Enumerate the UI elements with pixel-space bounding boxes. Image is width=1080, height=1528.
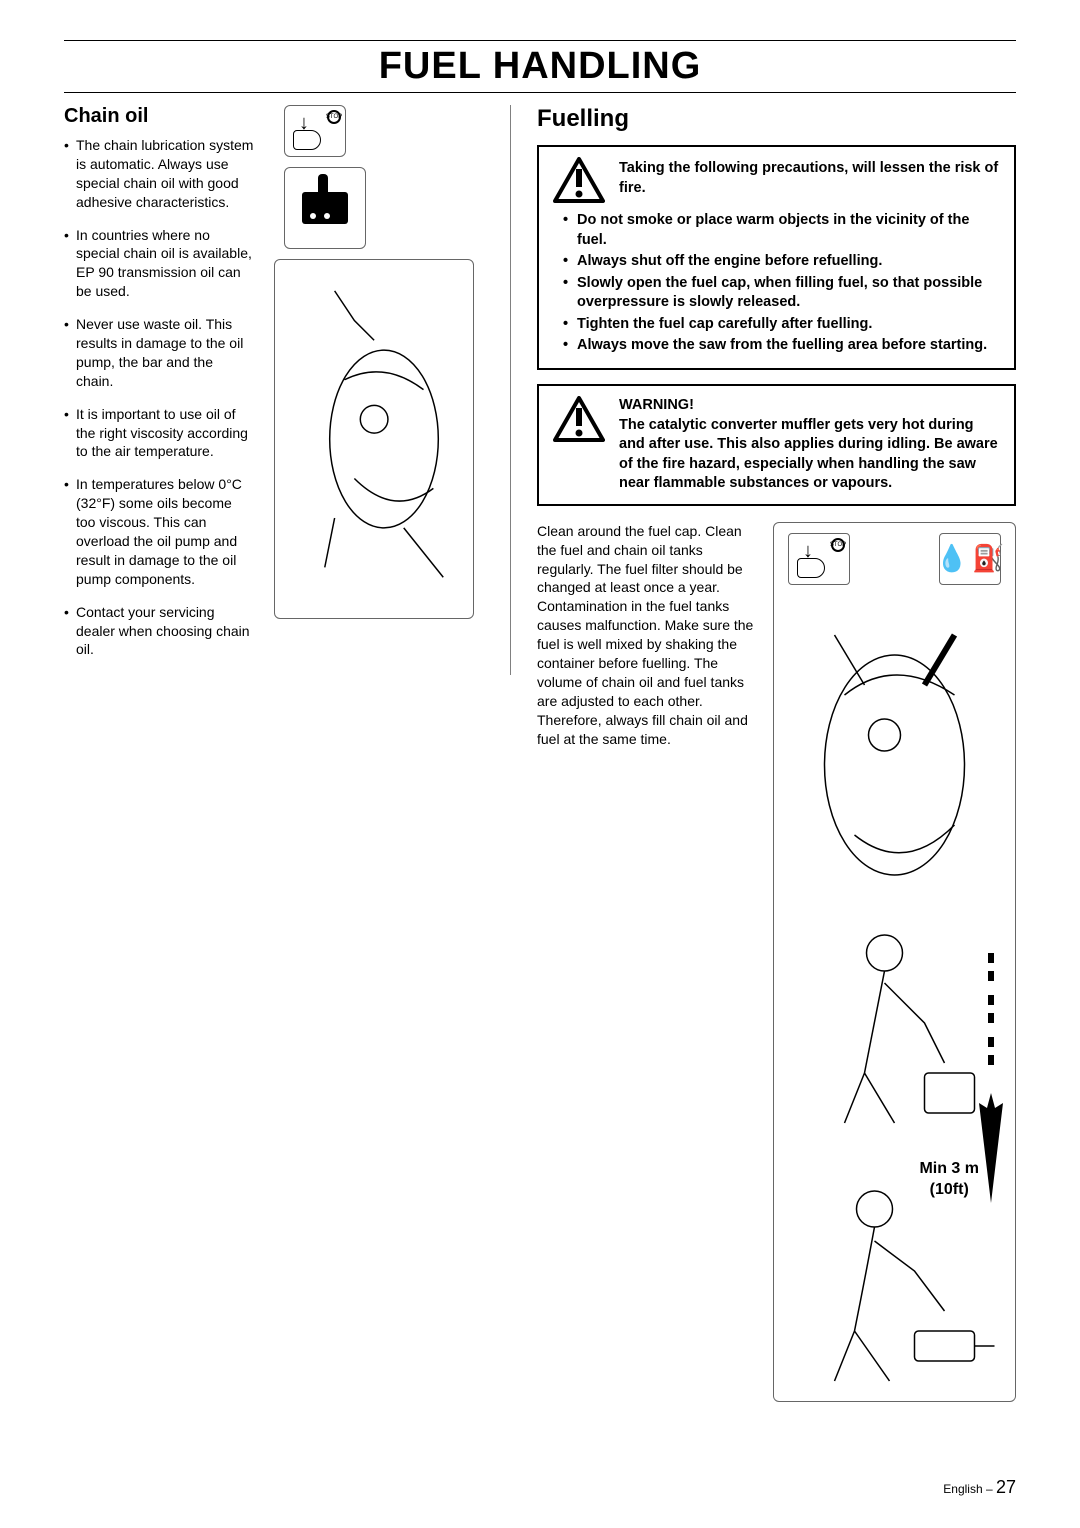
fuelling-paragraph: Clean around the fuel cap. Clean the fue… (537, 522, 757, 1402)
person-starting-illustration (782, 1181, 1007, 1391)
fuel-pump-icon-box: 💧⛽ (939, 533, 1001, 585)
fire-precautions-box: Taking the following precautions, will l… (537, 145, 1016, 370)
warning-text: WARNING! The catalytic converter muffler… (619, 396, 1000, 494)
page-footer: English – 27 (943, 1477, 1016, 1498)
footer-language: English (943, 1482, 982, 1496)
chainsaw-sketch-icon (305, 280, 463, 598)
list-item: Do not smoke or place warm objects in th… (563, 211, 1000, 250)
footer-sep: – (983, 1482, 996, 1496)
chain-oil-heading: Chain oil (64, 105, 254, 128)
top-rule (64, 40, 1016, 41)
list-item: The chain lubrication system is automati… (64, 136, 254, 212)
oil-can-icon-box (284, 167, 366, 249)
title-rule (64, 92, 1016, 93)
oil-can-icon (302, 192, 348, 224)
stop-icon: STOP (831, 538, 845, 552)
list-item: Tighten the fuel cap carefully after fue… (563, 315, 1000, 335)
chainsaw-fill-illustration (782, 595, 1007, 905)
chain-oil-list: The chain lubrication system is automati… (64, 136, 254, 659)
mid-column: STOP ↓ (274, 105, 484, 1402)
stop-icon: STOP (327, 110, 341, 124)
hand-icon (797, 558, 825, 578)
person-fuelling-illustration (782, 923, 1007, 1143)
list-item: In countries where no special chain oil … (64, 226, 254, 302)
precautions-list: Do not smoke or place warm objects in th… (553, 211, 1000, 356)
stop-hand-icon-box: STOP ↓ (284, 105, 346, 157)
warning-triangle-icon (553, 396, 605, 442)
left-column: Chain oil The chain lubrication system i… (64, 105, 254, 1402)
min-distance-line1: Min 3 m (919, 1160, 979, 1177)
fuelling-figure-panel: STOP ↓ 💧⛽ (773, 522, 1016, 1402)
page-number: 27 (996, 1477, 1016, 1497)
right-lower-row: Clean around the fuel cap. Clean the fue… (537, 522, 1016, 1402)
list-item: It is important to use oil of the right … (64, 405, 254, 462)
fuel-pump-icon: 💧⛽ (940, 534, 1000, 584)
chainsaw-illustration (274, 259, 474, 619)
list-item: Always shut off the engine before refuel… (563, 252, 1000, 272)
page-title: FUEL HANDLING (64, 45, 1016, 88)
warning-box: WARNING! The catalytic converter muffler… (537, 384, 1016, 506)
right-column: Fuelling Taking the following precaution… (537, 105, 1016, 1402)
warning-title: WARNING! (619, 396, 1000, 416)
columns: Chain oil The chain lubrication system i… (64, 105, 1016, 1402)
hand-icon (293, 130, 321, 150)
fuelling-heading: Fuelling (537, 105, 1016, 133)
list-item: Slowly open the fuel cap, when filling f… (563, 274, 1000, 313)
warning-triangle-icon (553, 157, 605, 203)
list-item: In temperatures below 0°C (32°F) some oi… (64, 475, 254, 588)
precautions-intro: Taking the following precautions, will l… (619, 157, 1000, 198)
warning-body: The catalytic converter muffler gets ver… (619, 417, 998, 492)
stop-hand-icon-box: STOP ↓ (788, 533, 850, 585)
list-item: Always move the saw from the fuelling ar… (563, 336, 1000, 356)
list-item: Never use waste oil. This results in dam… (64, 315, 254, 391)
column-divider (510, 105, 511, 675)
distance-arrow-icon (977, 953, 1005, 1203)
list-item: Contact your servicing dealer when choos… (64, 603, 254, 660)
